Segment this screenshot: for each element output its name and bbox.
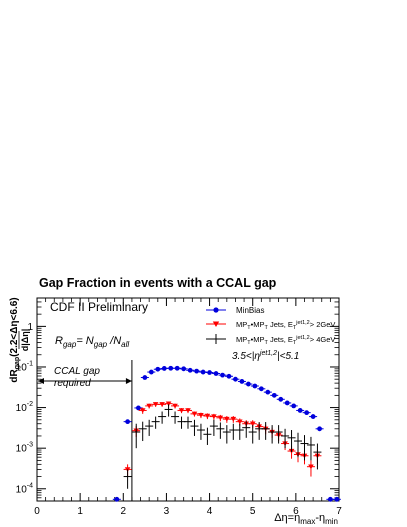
data-point-circle [181, 366, 187, 372]
data-point-triangle [236, 419, 243, 425]
data-point-circle [334, 496, 340, 502]
data-point-circle [317, 426, 322, 432]
data-point-triangle [185, 408, 191, 414]
legend-entry-jets-2gev: MPT•MPT Jets, ETjet1,2> 2GeV [206, 320, 335, 331]
series-0 [112, 365, 341, 502]
svg-text:d|Δη|: d|Δη| [20, 329, 30, 352]
eta-condition: 3.5<|ηjet1,2|<5.1 [232, 350, 299, 362]
legend-label-jets-2gev: MPT•MPT Jets, ETjet1,2> 2GeV [236, 320, 335, 331]
series-layer [112, 365, 341, 502]
data-point-triangle [249, 421, 256, 427]
data-point-circle [278, 396, 284, 402]
legend-entry-minbias: MinBias [206, 306, 264, 315]
legend-entry-jets-4gev: MPT•MPT Jets, ETjet1,2> 4GeV [206, 334, 335, 346]
x-axis-label: Δη=ηmax-ηmin [274, 512, 338, 526]
data-point-triangle [204, 413, 211, 419]
legend-label-jets-4gev: MPT•MPT Jets, ETjet1,2> 4GeV [236, 335, 335, 346]
data-point-circle [187, 367, 193, 373]
data-point-circle [304, 410, 310, 416]
data-point-circle [239, 379, 245, 384]
x-tick-label: 0 [34, 506, 40, 517]
data-point-circle [226, 373, 232, 379]
data-point-circle [284, 400, 290, 406]
x-tick-label: 6 [293, 506, 299, 517]
data-point-circle [297, 408, 303, 413]
gap-marker [38, 360, 133, 501]
data-point-circle [252, 383, 258, 389]
data-point-circle [148, 369, 154, 375]
y-tick-label: 10-4 [16, 482, 33, 495]
x-tick-label: 2 [121, 506, 127, 517]
data-point-circle [135, 405, 141, 411]
data-point-triangle [146, 403, 152, 409]
data-point-triangle [152, 402, 159, 407]
data-point-circle [213, 371, 219, 376]
data-point-circle [125, 419, 130, 425]
data-point-circle [207, 370, 212, 375]
data-point-triangle [139, 408, 146, 414]
x-tick-label: 7 [336, 506, 342, 517]
axes: 0 1 2 3 4 5 6 710-410-310-210-11 [16, 297, 342, 517]
data-point-triangle [159, 402, 165, 407]
chart-title: Gap Fraction in events with a CCAL gap [39, 276, 277, 290]
data-point-triangle [172, 403, 178, 409]
plot-frame [36, 297, 340, 502]
x-tick-label: 5 [250, 506, 256, 517]
series-2 [123, 404, 322, 489]
y-axis-label: dRgap(2.2<Δη<6.6) d|Δη| [9, 297, 30, 382]
data-point-circle [233, 376, 238, 382]
data-point-circle [142, 375, 148, 380]
data-point-circle [200, 369, 206, 375]
data-point-circle [168, 365, 174, 371]
data-point-circle [155, 366, 161, 372]
data-point-triangle [308, 464, 314, 470]
gap-annotation-line1: CCAL gap [54, 366, 100, 377]
data-point-triangle [211, 414, 217, 420]
data-point-circle [265, 389, 271, 395]
data-point-circle [174, 365, 180, 371]
x-tick-label: 3 [164, 506, 170, 517]
data-point-triangle [230, 416, 237, 422]
data-point-triangle [198, 412, 204, 418]
legend: MinBias MPT•MPT Jets, ETjet1,2> 2GeV MPT… [206, 306, 335, 346]
legend-label-minbias: MinBias [236, 306, 264, 315]
data-point-circle [246, 381, 251, 387]
data-point-circle [258, 386, 264, 392]
legend-marker-circle [213, 307, 219, 313]
y-tick-label: 1 [27, 322, 33, 333]
gap-arrow-head-right [125, 378, 132, 385]
preliminary-label: CDF II Preliminary [50, 300, 148, 314]
data-point-triangle [191, 411, 198, 417]
y-tick-label: 10-3 [16, 442, 33, 455]
data-point-circle [161, 366, 167, 371]
data-point-circle [291, 403, 297, 409]
data-point-circle [220, 372, 225, 378]
gap-arrow-head-left [38, 378, 44, 385]
gap-annotation-line2: required [54, 378, 91, 389]
data-point-circle [327, 496, 333, 502]
data-point-triangle [165, 401, 172, 407]
data-point-circle [194, 368, 200, 374]
y-tick-label: 10-2 [16, 401, 33, 414]
data-point-circle [310, 414, 316, 419]
x-tick-label: 1 [77, 506, 83, 517]
data-point-triangle [178, 408, 185, 414]
x-tick-label: 4 [207, 506, 213, 517]
data-point-circle [271, 392, 277, 398]
legend-marker-triangle [212, 321, 220, 327]
data-point-triangle [224, 416, 230, 422]
data-point-triangle [217, 415, 224, 421]
data-point-circle [114, 496, 120, 502]
